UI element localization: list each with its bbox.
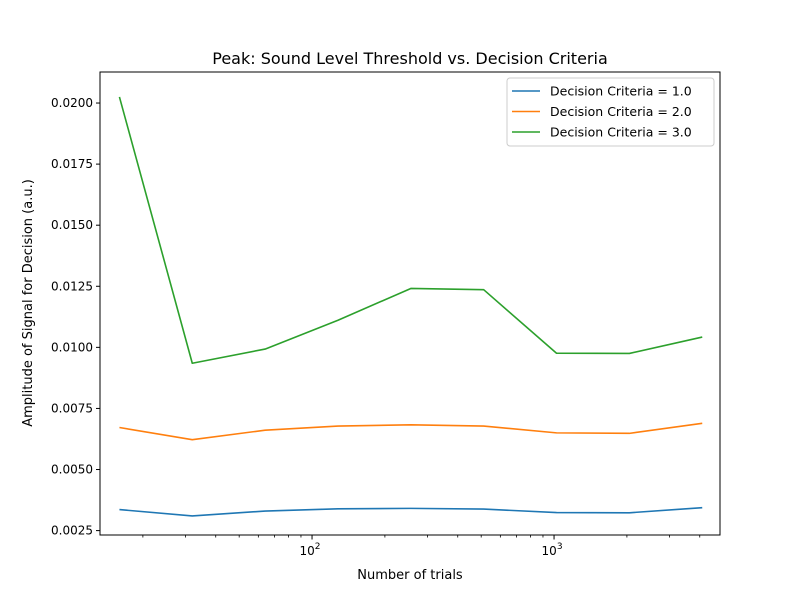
x-tick-label: 103 [542, 542, 563, 558]
y-axis-label: Amplitude of Signal for Decision (a.u.) [21, 179, 36, 427]
y-tick-label: 0.0075 [51, 401, 93, 415]
series-line-1 [119, 506, 703, 517]
legend-label: Decision Criteria = 3.0 [550, 125, 692, 140]
series-line-2 [119, 422, 703, 441]
series-line-3 [118, 96, 703, 365]
y-tick-label: 0.0100 [51, 340, 93, 354]
x-axis-label: Number of trials [357, 568, 463, 583]
legend-box [506, 77, 715, 147]
y-tick-label: 0.0050 [51, 463, 93, 477]
x-tick-label: 102 [300, 542, 321, 558]
y-tick-label: 0.0200 [51, 96, 93, 110]
plot-frame [99, 71, 721, 536]
legend-label: Decision Criteria = 1.0 [550, 84, 692, 99]
plot-area: 0.0025 0.0050 0.0075 0.0100 0.0125 0.0150 0.01… [51, 71, 721, 558]
y-tick-label: 0.0175 [51, 157, 93, 171]
y-tick-label: 0.0125 [51, 279, 93, 293]
legend-label: Decision Criteria = 2.0 [550, 104, 692, 119]
y-tick-label: 0.0150 [51, 218, 93, 232]
chart-title: Peak: Sound Level Threshold vs. Decision… [212, 49, 608, 68]
y-tick-label: 0.0025 [51, 524, 93, 538]
